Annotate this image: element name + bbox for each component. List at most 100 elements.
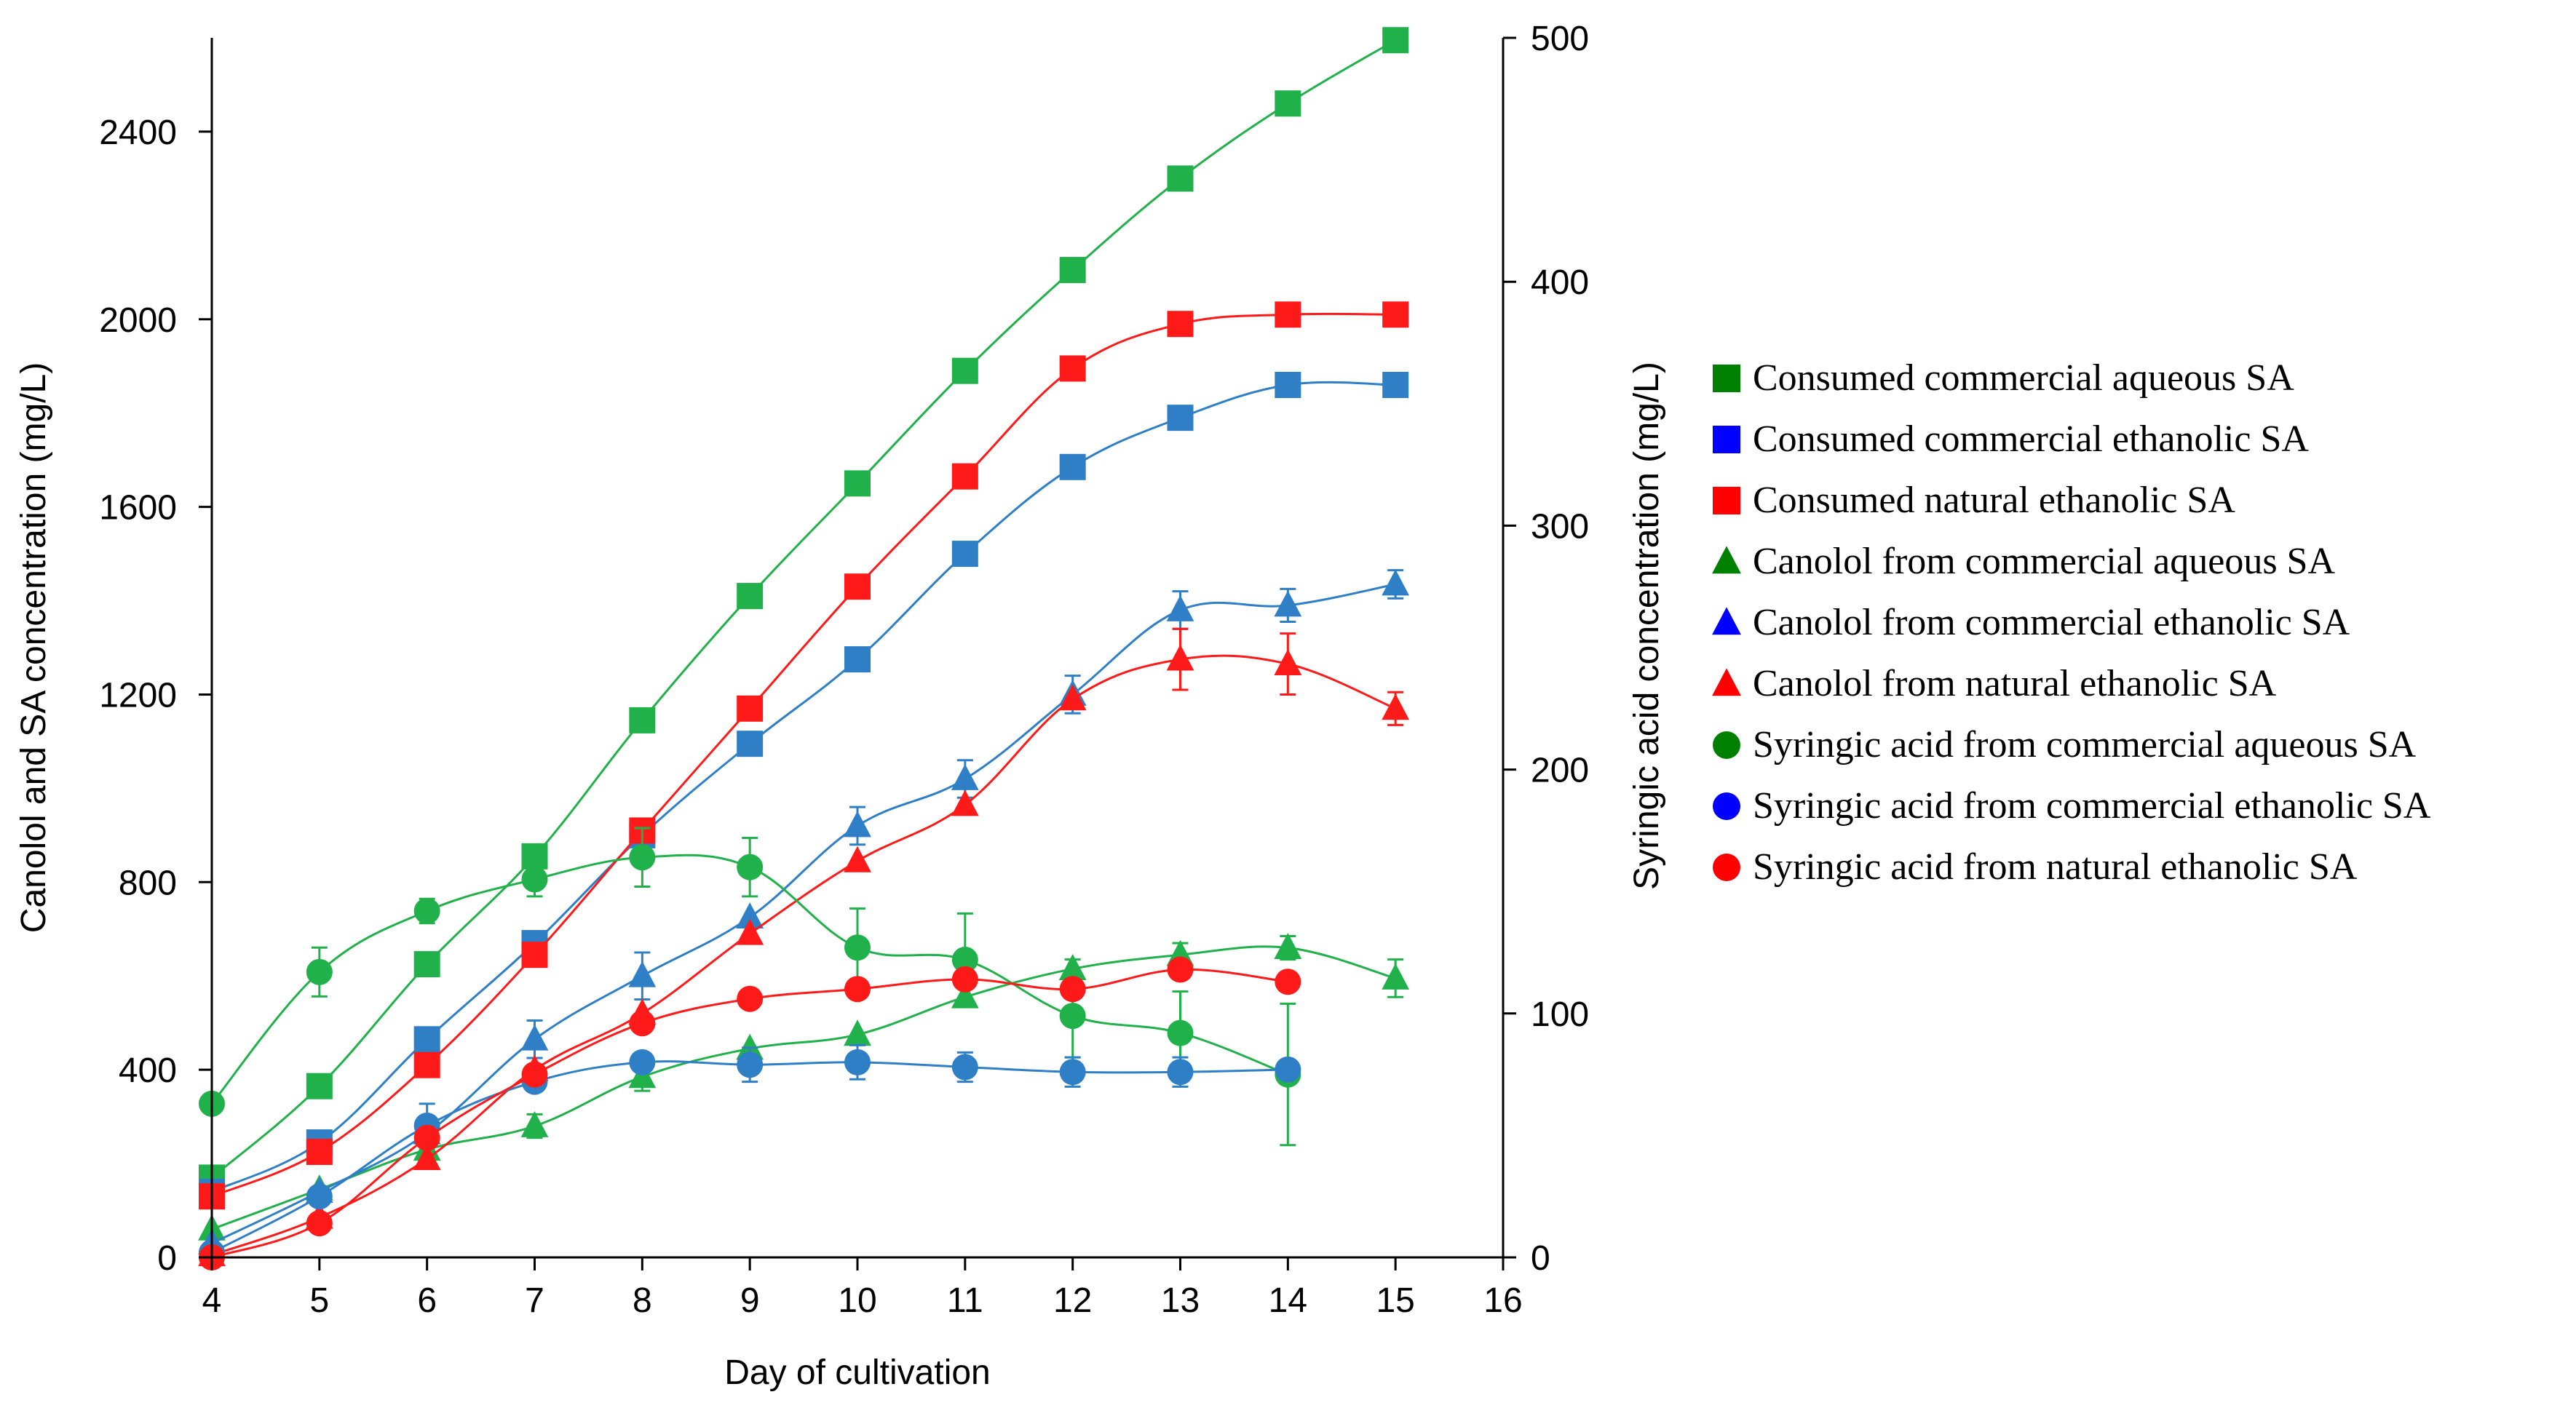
- data-point: [1059, 453, 1086, 480]
- data-point: [1382, 27, 1409, 54]
- series-syringic-acid-from-natural-ethanolic-sa: [199, 956, 1301, 1270]
- data-point: [306, 958, 333, 985]
- x-tick-label: 14: [1269, 1281, 1307, 1320]
- y-right-tick-label: 400: [1531, 263, 1589, 302]
- data-point: [844, 934, 871, 961]
- legend-label: Canolol from commercial aqueous SA: [1753, 541, 2335, 582]
- series-consumed-commercial-aqueous-sa: [199, 27, 1409, 1191]
- legend-marker: [1713, 792, 1740, 820]
- legend-marker: [1712, 546, 1741, 574]
- data-point: [737, 985, 764, 1012]
- data-point: [413, 1144, 441, 1171]
- data-point: [951, 1054, 978, 1081]
- legend-item: Consumed commercial aqueous SA: [1713, 357, 2294, 399]
- data-point: [844, 573, 871, 600]
- x-tick-label: 11: [947, 1281, 983, 1320]
- data-point: [413, 951, 440, 978]
- data-point: [737, 695, 764, 722]
- x-tick-label: 13: [1161, 1281, 1200, 1320]
- data-point: [1167, 165, 1194, 192]
- data-point: [1275, 301, 1301, 328]
- data-point: [951, 541, 978, 568]
- data-point: [629, 1049, 656, 1075]
- legend-item: Canolol from commercial ethanolic SA: [1712, 602, 2350, 643]
- data-point: [1167, 311, 1194, 338]
- legend-label: Syringic acid from commercial aqueous SA: [1753, 724, 2417, 765]
- legend-marker: [1712, 607, 1741, 635]
- y-left-tick-label: 2400: [99, 114, 177, 152]
- legend-marker: [1713, 426, 1740, 453]
- x-tick-label: 7: [525, 1281, 544, 1320]
- data-point: [844, 1049, 871, 1075]
- data-point: [1275, 1056, 1301, 1083]
- series-line-consumed-commercial-aqueous-sa: [211, 39, 1396, 1179]
- y-right-tick-label: 200: [1531, 752, 1589, 790]
- data-point: [737, 583, 764, 610]
- data-point: [1274, 649, 1302, 675]
- data-point: [1382, 301, 1409, 328]
- data-point: [520, 1024, 549, 1051]
- data-point: [1275, 969, 1301, 995]
- y-left-tick-label: 400: [119, 1051, 177, 1090]
- x-tick-label: 10: [838, 1281, 876, 1320]
- data-point: [736, 918, 764, 945]
- data-point: [1059, 976, 1086, 1003]
- x-tick-label: 12: [1053, 1281, 1092, 1320]
- data-point: [306, 1183, 333, 1210]
- series-consumed-commercial-ethanolic-sa: [199, 372, 1409, 1205]
- y-right-tick-label: 100: [1531, 995, 1589, 1034]
- data-point: [736, 902, 764, 929]
- x-tick-label: 16: [1483, 1281, 1522, 1320]
- legend-item: Canolol from commercial aqueous SA: [1712, 541, 2335, 582]
- data-point: [1275, 90, 1301, 117]
- data-point: [1059, 355, 1086, 382]
- data-point: [951, 463, 978, 490]
- legend-marker: [1713, 487, 1740, 514]
- data-point: [1382, 372, 1409, 399]
- data-point: [629, 1010, 656, 1037]
- x-tick-label: 5: [309, 1281, 329, 1320]
- axes-layer: 4 5 6 7 8 9 10 11 12 13 14 15 1604008001200160020002…: [15, 20, 1666, 1392]
- series-syringic-acid-from-commercial-ethanolic-sa: [199, 1043, 1301, 1266]
- data-point: [1059, 1059, 1086, 1086]
- legend-label: Canolol from natural ethanolic SA: [1753, 663, 2277, 704]
- data-point: [1275, 372, 1301, 399]
- legend-label: Consumed commercial aqueous SA: [1753, 357, 2294, 399]
- data-point: [1382, 693, 1410, 720]
- series-canolol-from-commercial-ethanolic-sa: [198, 569, 1410, 1255]
- x-tick-label: 8: [633, 1281, 652, 1320]
- data-point: [629, 844, 656, 871]
- legend-item: Syringic acid from commercial aqueous SA: [1713, 724, 2417, 765]
- legend-label: Syringic acid from commercial ethanolic …: [1753, 785, 2431, 827]
- legend-label: Consumed natural ethanolic SA: [1753, 480, 2235, 521]
- data-point: [1167, 1059, 1194, 1086]
- data-point: [520, 1110, 549, 1137]
- data-point: [1274, 933, 1302, 959]
- y-left-tick-label: 0: [157, 1239, 177, 1278]
- data-point: [737, 731, 764, 757]
- y-right-tick-label: 500: [1531, 20, 1589, 58]
- data-point: [951, 357, 978, 384]
- x-axis-title: Day of cultivation: [724, 1353, 991, 1392]
- data-point: [306, 1210, 333, 1237]
- legend-item: Syringic acid from commercial ethanolic …: [1713, 785, 2431, 827]
- data-point: [306, 1073, 333, 1099]
- data-point: [951, 947, 978, 974]
- series-line-syringic-acid-from-commercial-ethanolic-sa: [211, 1060, 1288, 1254]
- data-point: [737, 1051, 764, 1078]
- legend-item: Canolol from natural ethanolic SA: [1712, 663, 2277, 704]
- data-point: [844, 846, 871, 872]
- data-point: [1274, 590, 1302, 617]
- legend-item: Consumed natural ethanolic SA: [1713, 480, 2235, 521]
- series-canolol-from-natural-ethanolic-sa: [198, 627, 1410, 1267]
- series-syringic-acid-from-commercial-aqueous-sa: [199, 827, 1301, 1147]
- data-point: [413, 1124, 440, 1151]
- data-point: [413, 898, 440, 925]
- series-line-canolol-from-commercial-aqueous-sa: [211, 945, 1396, 1230]
- data-point: [521, 942, 548, 969]
- data-point: [1167, 1019, 1194, 1046]
- x-tick-label: 4: [202, 1281, 222, 1320]
- legend-marker: [1713, 365, 1740, 392]
